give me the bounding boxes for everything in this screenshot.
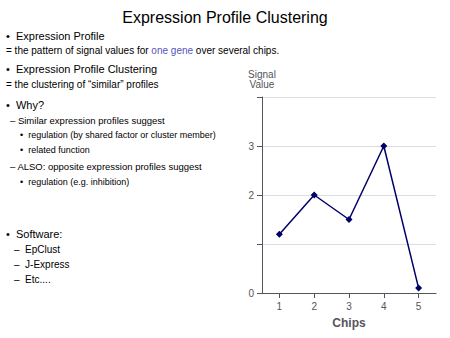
svg-text:1: 1 (277, 301, 283, 312)
svg-text:• regulation (e.g. inhibition: • regulation (e.g. inhibition) (20, 177, 129, 187)
svg-text:• Expression Profile Clusteri: • Expression Profile Clustering (6, 63, 157, 75)
svg-text:Chips: Chips (332, 316, 366, 330)
svg-text:– ALSO: opposite expression pr: – ALSO: opposite expression profiles sug… (10, 161, 202, 172)
svg-text:2: 2 (248, 190, 254, 201)
svg-text:• Software:: • Software: (6, 228, 62, 240)
svg-text:2: 2 (311, 301, 317, 312)
svg-text:= the pattern of signal values: = the pattern of signal values for (6, 45, 151, 56)
svg-text:Signal: Signal (248, 68, 276, 80)
svg-text:• regulation (by shared facto: • regulation (by shared factor or cluste… (20, 130, 216, 140)
svg-text:3: 3 (346, 301, 352, 312)
svg-text:Expression Profile Clustering: Expression Profile Clustering (122, 9, 327, 26)
svg-text:4: 4 (381, 301, 387, 312)
svg-text:= the clustering of “similar”: = the clustering of “similar” profiles (6, 79, 159, 90)
svg-text:– Etc....: – Etc.... (14, 274, 51, 285)
svg-text:5: 5 (416, 301, 422, 312)
svg-text:one gene: one gene (151, 45, 193, 56)
svg-text:– Similar expression profiles: – Similar expression profiles suggest (10, 115, 165, 126)
svg-text:over several chips.: over several chips. (193, 45, 279, 56)
svg-text:• related function: • related function (20, 145, 90, 155)
svg-text:– J-Express: – J-Express (14, 259, 70, 270)
svg-text:– EpClust: – EpClust (14, 244, 60, 255)
svg-text:0: 0 (248, 288, 254, 299)
svg-text:• Expression Profile: • Expression Profile (6, 30, 105, 42)
svg-text:• Why?: • Why? (6, 99, 44, 111)
svg-text:Value: Value (250, 79, 275, 90)
svg-text:3: 3 (248, 141, 254, 152)
